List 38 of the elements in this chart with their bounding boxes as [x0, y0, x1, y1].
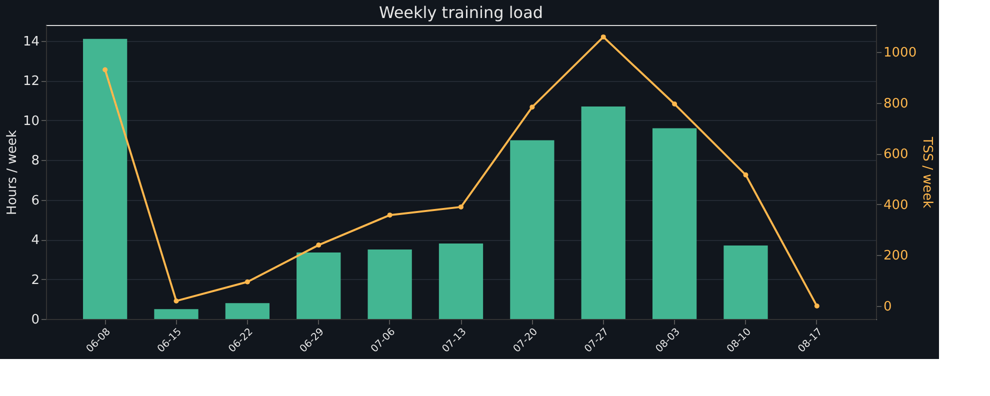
y2-axis-title: TSS / week [920, 136, 935, 209]
bar [83, 38, 128, 319]
bar [438, 244, 484, 319]
bar [368, 249, 412, 319]
point [530, 104, 535, 110]
point [672, 102, 678, 107]
y2-tick-label: 0 [884, 300, 892, 315]
y-axis-title: Hours / week [4, 130, 20, 215]
bar [581, 106, 626, 319]
point [743, 172, 748, 178]
y-tick-label: 10 [22, 114, 40, 129]
point [102, 67, 108, 72]
bar [510, 140, 554, 319]
y-tick-label: 8 [31, 154, 40, 169]
point [814, 304, 820, 309]
y-tick-label: 14 [22, 34, 40, 50]
point [174, 298, 179, 304]
y2-tick-label: 600 [884, 147, 908, 162]
point [244, 279, 250, 284]
bar [154, 309, 198, 319]
point [387, 212, 392, 218]
y-tick-label: 6 [31, 193, 40, 208]
point [458, 204, 464, 210]
bar [724, 246, 768, 319]
y-tick-label: 12 [22, 74, 40, 90]
y-tick-label: 0 [31, 312, 40, 328]
bar [296, 252, 341, 319]
bar [652, 128, 697, 319]
bar [225, 303, 270, 319]
y2-tick-label: 1000 [884, 45, 917, 60]
y2-tick-label: 200 [884, 248, 908, 264]
chart-title: Weekly training load [378, 3, 544, 22]
point [316, 242, 322, 248]
y-tick-label: 2 [31, 272, 40, 288]
y-tick-label: 4 [31, 233, 40, 248]
y2-tick-label: 400 [884, 198, 908, 213]
point [600, 34, 606, 40]
y2-tick-label: 800 [884, 96, 908, 112]
